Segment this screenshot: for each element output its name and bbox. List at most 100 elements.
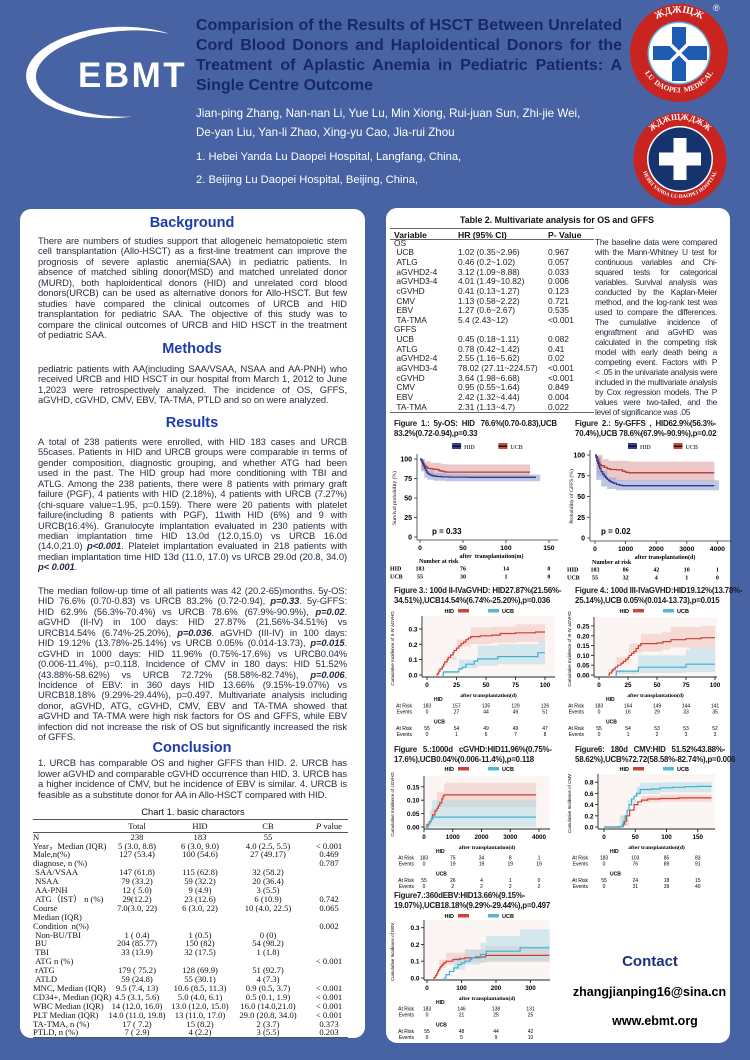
svg-text:100: 100 — [573, 453, 585, 460]
svg-text:Cumulative Incidence of CMV: Cumulative Incidence of CMV — [567, 774, 572, 833]
svg-text:UCB: UCB — [436, 1023, 447, 1029]
svg-text:2000: 2000 — [649, 546, 664, 553]
svg-text:Events: Events — [399, 862, 415, 868]
svg-text:HID: HID — [436, 1000, 445, 1006]
svg-text:0.2: 0.2 — [410, 942, 419, 949]
svg-text:103: 103 — [631, 856, 640, 862]
svg-text:89: 89 — [664, 862, 670, 868]
svg-text:At Risk: At Risk — [572, 878, 588, 884]
svg-text:0: 0 — [598, 732, 601, 738]
svg-text:HID: HID — [390, 567, 402, 573]
svg-text:183: 183 — [600, 856, 609, 862]
svg-text:75: 75 — [512, 682, 520, 689]
svg-text:100: 100 — [661, 834, 672, 841]
svg-text:Events: Events — [397, 710, 413, 716]
svg-text:after transplantation(d): after transplantation(d) — [635, 554, 696, 561]
svg-text:53: 53 — [683, 726, 689, 732]
svg-text:75: 75 — [577, 473, 585, 480]
svg-text:2: 2 — [451, 884, 454, 890]
svg-text:47: 47 — [542, 726, 548, 732]
svg-text:10: 10 — [528, 1035, 534, 1041]
svg-text:27: 27 — [454, 710, 460, 716]
svg-text:3000: 3000 — [503, 834, 518, 841]
svg-text:HID: HID — [436, 849, 445, 855]
svg-text:after transplantation(d): after transplantation(d) — [627, 692, 684, 699]
svg-text:HID: HID — [445, 767, 455, 773]
svg-text:Events: Events — [573, 862, 589, 868]
svg-text:Cumulative Incidence of cGVHD: Cumulative Incidence of cGVHD — [390, 771, 395, 836]
svg-text:4: 4 — [480, 878, 483, 884]
svg-text:164: 164 — [624, 704, 633, 710]
svg-text:14: 14 — [503, 567, 509, 573]
svg-text:UCB: UCB — [610, 872, 621, 878]
svg-text:48: 48 — [459, 1029, 465, 1035]
svg-text:4000: 4000 — [532, 834, 547, 841]
svg-text:Events: Events — [573, 884, 589, 890]
svg-text:HID: HID — [620, 609, 630, 615]
svg-text:10: 10 — [684, 568, 690, 574]
svg-text:Cumulative Incidence of EBV: Cumulative Incidence of EBV — [390, 923, 395, 981]
svg-text:HID: HID — [610, 849, 619, 855]
svg-text:after transplantation(d): after transplantation(d) — [459, 844, 516, 851]
svg-text:At Risk: At Risk — [398, 1029, 414, 1035]
svg-text:150: 150 — [692, 834, 703, 841]
svg-text:39: 39 — [664, 884, 670, 890]
svg-text:0.15: 0.15 — [577, 643, 590, 650]
svg-text:Cumulative Incidence of III-IV: Cumulative Incidence of III-IV aGVHD — [567, 610, 572, 686]
svg-text:50: 50 — [653, 682, 661, 689]
svg-text:UCB: UCB — [502, 914, 514, 920]
svg-text:34: 34 — [479, 856, 485, 862]
svg-text:183: 183 — [595, 704, 604, 710]
svg-text:Events: Events — [399, 884, 415, 890]
svg-text:55: 55 — [424, 1029, 430, 1035]
svg-text:HID: HID — [445, 609, 455, 615]
svg-text:32: 32 — [623, 576, 629, 582]
svg-text:183: 183 — [591, 568, 600, 574]
svg-text:53: 53 — [654, 726, 660, 732]
svg-text:0.3: 0.3 — [408, 626, 417, 633]
svg-text:after transplantation(d): after transplantation(d) — [628, 844, 685, 851]
svg-text:0: 0 — [603, 862, 606, 868]
svg-text:29: 29 — [654, 710, 660, 716]
svg-text:0: 0 — [603, 884, 606, 890]
svg-text:144: 144 — [682, 704, 691, 710]
svg-text:138: 138 — [492, 1007, 501, 1013]
svg-text:UCB: UCB — [502, 609, 514, 615]
svg-text:Number at risk: Number at risk — [592, 560, 632, 566]
svg-text:44: 44 — [493, 1029, 499, 1035]
svg-text:0: 0 — [425, 682, 429, 689]
svg-text:55: 55 — [596, 726, 602, 732]
svg-text:75: 75 — [682, 682, 690, 689]
svg-text:49: 49 — [513, 726, 519, 732]
svg-text:183: 183 — [416, 567, 425, 573]
svg-text:146: 146 — [457, 1007, 466, 1013]
svg-text:UCB: UCB — [677, 609, 689, 615]
svg-text:1: 1 — [716, 568, 719, 574]
svg-text:0: 0 — [426, 732, 429, 738]
svg-text:0.6: 0.6 — [584, 791, 593, 798]
svg-text:50: 50 — [482, 682, 490, 689]
svg-text:0.3: 0.3 — [410, 925, 419, 932]
svg-text:50: 50 — [459, 545, 467, 552]
svg-text:157: 157 — [452, 704, 461, 710]
svg-text:Probability of GFFS (%): Probability of GFFS (%) — [568, 469, 575, 524]
svg-text:0.05: 0.05 — [407, 811, 420, 818]
svg-text:25: 25 — [493, 1013, 499, 1019]
svg-text:55: 55 — [601, 878, 607, 884]
svg-text:83: 83 — [695, 856, 701, 862]
svg-text:At Risk: At Risk — [572, 856, 588, 862]
svg-text:0: 0 — [597, 682, 601, 689]
svg-text:86: 86 — [623, 568, 629, 574]
svg-text:At Risk: At Risk — [396, 704, 412, 710]
svg-text:At Risk: At Risk — [568, 704, 584, 710]
svg-text:0: 0 — [538, 878, 541, 884]
svg-text:HID: HID — [464, 445, 475, 451]
svg-text:UCB: UCB — [567, 576, 580, 582]
svg-text:25: 25 — [577, 515, 585, 522]
svg-text:1: 1 — [504, 575, 507, 581]
svg-text:149: 149 — [653, 704, 662, 710]
svg-text:UCB: UCB — [606, 720, 617, 726]
svg-text:0.0: 0.0 — [410, 976, 419, 983]
svg-text:75: 75 — [450, 856, 456, 862]
svg-text:0: 0 — [425, 985, 429, 992]
